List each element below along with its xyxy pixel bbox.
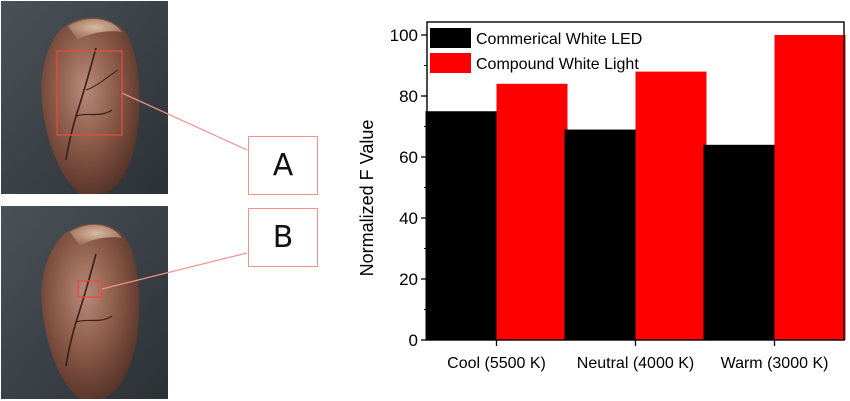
label-box-a: A bbox=[248, 136, 318, 195]
y-tick-label: 40 bbox=[399, 209, 418, 228]
bar-1-2 bbox=[564, 129, 636, 340]
connector-line-a bbox=[121, 92, 248, 151]
label-box-b: B bbox=[248, 208, 318, 267]
bar-1-3 bbox=[703, 144, 775, 340]
bars-group bbox=[425, 35, 846, 341]
y-tick-label: 0 bbox=[409, 331, 418, 350]
heart-photo-top bbox=[1, 1, 168, 194]
legend-label-1: Commerical White LED bbox=[476, 31, 642, 48]
label-b-text: B bbox=[272, 220, 294, 255]
legend-swatch-2 bbox=[430, 53, 471, 73]
y-tick-label: 20 bbox=[399, 270, 418, 289]
legend: Commerical White LED Compound White Light bbox=[430, 28, 642, 73]
x-tick-label: Cool (5500 K) bbox=[447, 355, 546, 372]
legend-label-2: Compound White Light bbox=[476, 56, 639, 73]
legend-swatch-1 bbox=[430, 28, 471, 48]
bar-1-1 bbox=[425, 111, 497, 340]
y-axis-label: Normalized F Value bbox=[357, 120, 377, 277]
bar-2-3 bbox=[774, 35, 846, 340]
connector-line-b bbox=[101, 252, 248, 290]
ticks-group: Cool (5500 K) Neutral (4000 K) Warm (3000 … bbox=[390, 26, 829, 372]
x-tick-label: Neutral (4000 K) bbox=[577, 355, 694, 372]
bar-2-2 bbox=[635, 71, 707, 340]
y-tick-label: 60 bbox=[399, 148, 418, 167]
x-tick-label: Warm (3000 K) bbox=[721, 355, 829, 372]
y-tick-label: 80 bbox=[399, 87, 418, 106]
y-tick-label: 100 bbox=[390, 26, 418, 45]
heart-photo-bottom bbox=[1, 206, 168, 399]
bar-2-1 bbox=[496, 83, 568, 341]
label-a-text: A bbox=[272, 148, 294, 183]
